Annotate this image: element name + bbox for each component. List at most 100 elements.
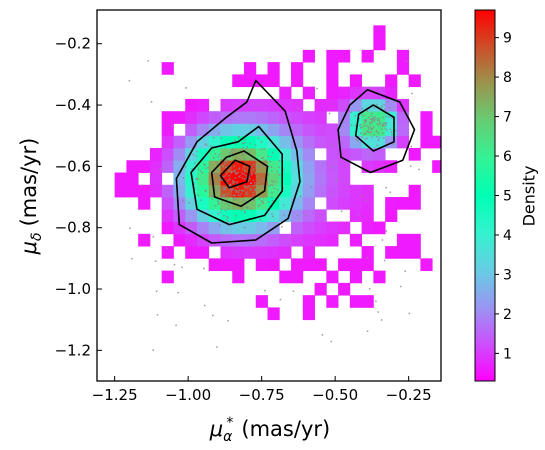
heatmap-cell [126, 172, 139, 186]
scatter-point [216, 188, 219, 191]
heatmap-cell [302, 147, 315, 161]
colorbar-tick-label: 9 [503, 31, 512, 47]
scatter-point [390, 131, 393, 134]
heatmap-cell [338, 49, 351, 63]
heatmap-cell [138, 184, 151, 198]
scatter-point [272, 181, 275, 184]
scatter-point [371, 118, 373, 120]
heatmap-cell [161, 270, 174, 284]
scatter-point [372, 125, 375, 128]
scatter-point [216, 200, 219, 202]
scatter-point [214, 152, 217, 155]
scatter-point [378, 118, 381, 120]
scatter-point [360, 126, 363, 129]
scatter-point [231, 148, 234, 151]
scatter-point [271, 179, 273, 182]
scatter-point [232, 170, 235, 173]
heatmap-cell [349, 74, 363, 88]
scatter-point [360, 114, 363, 117]
x-axis-symbol: μ [209, 417, 223, 441]
heatmap-cell [291, 258, 304, 272]
heatmap-cell [232, 246, 245, 259]
heatmap-cell [338, 98, 351, 112]
heatmap-cell [208, 221, 221, 235]
heatmap-cell [432, 135, 441, 149]
scatter-point [373, 133, 375, 136]
heatmap-cell [361, 295, 374, 308]
scatter-point [195, 177, 198, 180]
scatter-point [377, 124, 380, 127]
scatter-point [130, 257, 133, 260]
heatmap-cell [267, 62, 280, 75]
scatter-point [239, 194, 242, 197]
heatmap-cell [302, 209, 315, 222]
scatter-point [221, 186, 224, 189]
scatter-point [237, 136, 240, 139]
scatter-point [254, 188, 257, 191]
scatter-point [350, 124, 353, 126]
scatter-point [243, 170, 246, 172]
scatter-point [373, 118, 376, 121]
heatmap-cell [420, 135, 433, 149]
scatter-point [369, 131, 372, 134]
heatmap-cell [302, 295, 315, 308]
heatmap-cell [361, 209, 374, 222]
heatmap-cell [291, 62, 304, 75]
heatmap-cell [279, 147, 292, 161]
heatmap-cell [185, 123, 198, 137]
scatter-point [234, 177, 237, 180]
heatmap-cell [244, 246, 257, 259]
scatter-point [267, 173, 270, 176]
heatmap-cell [314, 221, 327, 235]
y-tick-label: −0.8 [55, 219, 91, 237]
scatter-point [381, 239, 384, 241]
heatmap-cell [385, 86, 398, 100]
scatter-point [245, 193, 248, 196]
scatter-point [299, 195, 302, 198]
heatmap-cell [244, 98, 257, 112]
heatmap-cell [314, 123, 327, 137]
heatmap-cell [185, 221, 198, 235]
contour-line [219, 159, 251, 189]
heatmap-cell [220, 233, 233, 247]
scatter-point [235, 191, 238, 194]
heatmap-cell [267, 147, 280, 161]
heatmap-cell [220, 98, 233, 112]
heatmap-cell [338, 160, 351, 173]
colorbar-tick-label: 3 [503, 267, 512, 283]
scatter-point [270, 196, 273, 199]
scatter-point [363, 124, 366, 127]
scatter-point [371, 136, 373, 139]
scatter-point [171, 159, 174, 161]
scatter-point [218, 186, 221, 189]
scatter-point [242, 146, 245, 149]
scatter-point [384, 122, 387, 125]
scatter-point [152, 235, 155, 238]
scatter-point [257, 182, 259, 185]
heatmap-cell [302, 258, 315, 272]
heatmap-cell [291, 74, 304, 88]
scatter-point [405, 60, 408, 63]
scatter-point [220, 178, 222, 181]
scatter-point [234, 139, 237, 142]
heatmap-cell [220, 123, 233, 137]
heatmap-cell [196, 98, 210, 112]
heatmap-cell [244, 135, 257, 149]
heatmap-cell [385, 74, 398, 88]
scatter-point [264, 159, 267, 162]
heatmap-cell [314, 282, 327, 296]
scatter-point [365, 118, 368, 121]
heatmap-cell [255, 111, 268, 124]
heatmap-cell [161, 160, 174, 173]
heatmap-cell [196, 160, 210, 173]
scatter-point [166, 247, 168, 250]
scatter-point [221, 234, 224, 237]
scatter-point [173, 263, 176, 266]
scatter-point [217, 203, 220, 205]
heatmap-cell [267, 258, 280, 272]
scatter-point [223, 195, 226, 197]
heatmap-cell [244, 111, 257, 124]
scatter-point [383, 103, 385, 106]
scatter-point [227, 319, 230, 322]
heatmap-cell [161, 135, 174, 149]
